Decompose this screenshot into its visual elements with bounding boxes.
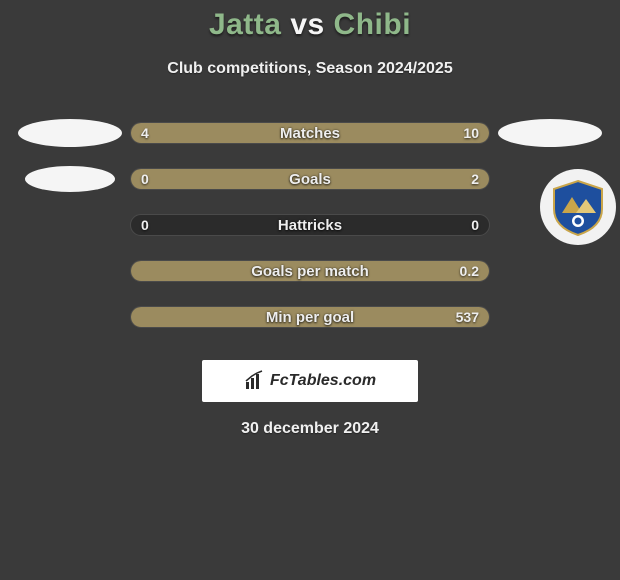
stat-right-value: 2: [471, 171, 479, 187]
stat-label: Goals: [131, 171, 489, 188]
stat-label: Matches: [131, 125, 489, 142]
stat-right-value: 0.2: [460, 263, 479, 279]
stat-row-hattricks: 0 Hattricks 0: [10, 202, 610, 248]
bar-track: Goals per match 0.2: [130, 260, 490, 282]
watermark: FcTables.com: [202, 360, 418, 402]
left-slot: [10, 166, 130, 192]
player2-club-badge: [540, 169, 616, 245]
bar-track: 0 Hattricks 0: [130, 214, 490, 236]
stat-row-goals: 0 Goals 2: [10, 156, 610, 202]
pyramid-shield-icon: [548, 177, 608, 237]
stat-label: Hattricks: [131, 217, 489, 234]
bar-track: 4 Matches 10: [130, 122, 490, 144]
stat-right-value: 537: [456, 309, 479, 325]
title-vs: vs: [290, 8, 324, 41]
stat-label: Goals per match: [131, 263, 489, 280]
player2-avatar-placeholder: [498, 119, 602, 147]
subtitle: Club competitions, Season 2024/2025: [0, 60, 620, 78]
stats-area: 4 Matches 10 0 Goals 2: [0, 110, 620, 340]
player1-avatar-placeholder: [25, 166, 115, 192]
comparison-card: Jatta vs Chibi Club competitions, Season…: [0, 0, 620, 438]
datestamp: 30 december 2024: [0, 420, 620, 438]
left-slot: [10, 119, 130, 147]
watermark-text: FcTables.com: [270, 372, 376, 390]
player1-avatar-placeholder: [18, 119, 122, 147]
stat-right-value: 10: [463, 125, 479, 141]
title-player1: Jatta: [209, 8, 282, 41]
stat-row-matches: 4 Matches 10: [10, 110, 610, 156]
bar-track: 0 Goals 2: [130, 168, 490, 190]
stat-row-goals-per-match: Goals per match 0.2: [10, 248, 610, 294]
stat-label: Min per goal: [131, 309, 489, 326]
stat-row-min-per-goal: Min per goal 537: [10, 294, 610, 340]
title-player2: Chibi: [334, 8, 412, 41]
title: Jatta vs Chibi: [0, 8, 620, 42]
right-slot: [490, 119, 610, 147]
stat-right-value: 0: [471, 217, 479, 233]
bar-track: Min per goal 537: [130, 306, 490, 328]
bar-chart-icon: [244, 370, 266, 392]
